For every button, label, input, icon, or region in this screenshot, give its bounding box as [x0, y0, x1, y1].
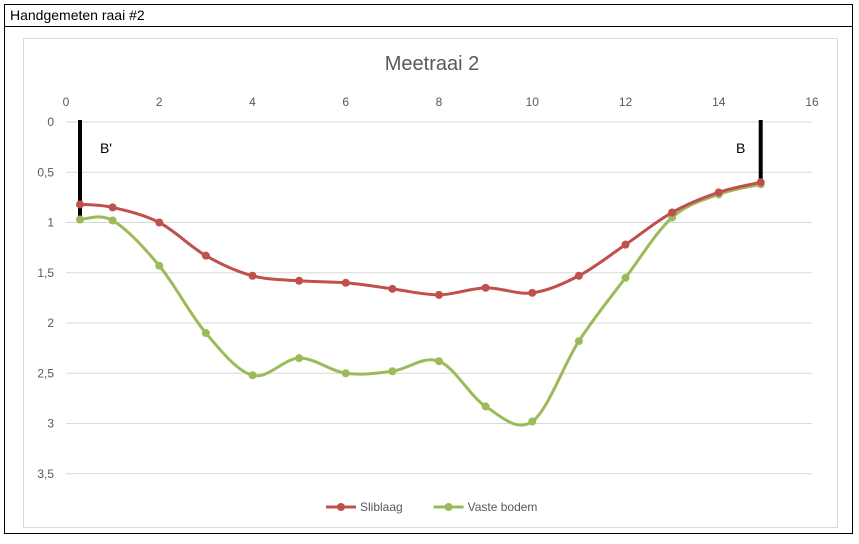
data-point [155, 218, 164, 227]
data-point [108, 203, 117, 212]
figure-header: Handgemeten raai #2 [5, 5, 852, 27]
x-tick-label: 0 [63, 95, 70, 109]
legend: Sliblaag Vaste bodem [326, 500, 537, 514]
legend-label: Vaste bodem [468, 500, 538, 514]
data-point [435, 290, 443, 299]
legend-swatch-marker [337, 503, 345, 511]
x-tick-label: 8 [436, 95, 443, 109]
series-line [79, 182, 762, 427]
x-axis-ticks: 0 2 4 6 8 10 12 14 16 [63, 95, 819, 109]
x-tick-label: 12 [619, 95, 633, 109]
data-point [108, 216, 117, 225]
data-point [295, 354, 304, 363]
data-point [574, 271, 583, 280]
data-point [714, 188, 723, 197]
data-point [248, 271, 257, 280]
data-point [248, 371, 257, 380]
x-tick-label: 4 [249, 95, 256, 109]
section-marker-label: B' [100, 140, 112, 156]
line-chart: Meetraai 2 0 2 4 6 8 10 12 14 16 0 0,5 1 1,5 2 2,5 3 3,… [37, 53, 819, 514]
data-point [75, 215, 84, 224]
x-tick-label: 14 [712, 95, 726, 109]
data-point [201, 329, 210, 338]
x-tick-label: 6 [342, 95, 349, 109]
x-tick-label: 2 [156, 95, 163, 109]
data-point [155, 261, 164, 270]
data-point [668, 208, 677, 217]
data-point [201, 251, 210, 260]
y-tick-label: 1,5 [37, 266, 54, 280]
data-point [341, 369, 350, 378]
data-point [528, 417, 537, 426]
data-point [388, 367, 397, 376]
data-point [621, 273, 630, 282]
grid-lines [66, 121, 812, 475]
section-marker-label: B [736, 140, 745, 156]
x-tick-label: 16 [805, 95, 819, 109]
legend-label: Sliblaag [360, 500, 403, 514]
y-axis-ticks: 0 0,5 1 1,5 2 2,5 3 3,5 [37, 115, 54, 481]
legend-swatch-marker [444, 503, 453, 511]
data-point [756, 178, 765, 187]
x-tick-label: 10 [526, 95, 540, 109]
data-point [528, 288, 537, 297]
y-tick-label: 0 [47, 115, 54, 129]
y-tick-label: 2 [47, 316, 54, 330]
y-tick-label: 0,5 [37, 165, 54, 179]
data-point [435, 357, 443, 366]
data-point [295, 276, 304, 285]
y-tick-label: 2,5 [37, 366, 54, 380]
y-tick-label: 3 [47, 417, 54, 431]
data-series [75, 178, 765, 427]
data-point [621, 240, 630, 249]
y-tick-label: 3,5 [37, 467, 54, 481]
figure-frame: Handgemeten raai #2 Meetraai 2 0 2 4 6 8 10 12… [4, 4, 853, 534]
data-point [388, 284, 397, 293]
data-point [574, 337, 583, 346]
data-point [75, 200, 84, 209]
data-point [481, 283, 490, 292]
data-point [481, 402, 490, 411]
series-line [79, 180, 762, 297]
y-tick-label: 1 [47, 216, 54, 230]
chart-title: Meetraai 2 [385, 53, 480, 75]
chart-area: Meetraai 2 0 2 4 6 8 10 12 14 16 0 0,5 1 1,5 2 2,5 3 3,… [23, 38, 838, 528]
data-point [341, 278, 350, 287]
section-markers: B' B [77, 120, 763, 220]
